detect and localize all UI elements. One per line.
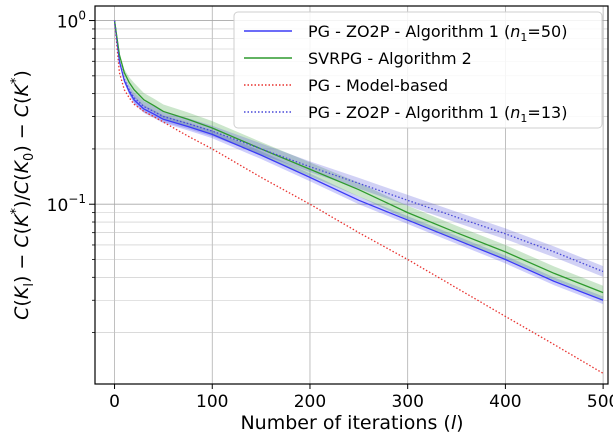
- y-tick-label: 10−1: [47, 192, 86, 216]
- x-tick-label: 200: [294, 392, 326, 412]
- series-line: [113, 20, 604, 294]
- y-tick-label: 100: [57, 9, 86, 33]
- legend-box: [233, 11, 603, 129]
- y-axis-label: C(Kl) − C(K*)/C(K0) − C(K*): [9, 70, 37, 320]
- legend-entry: PG - ZO2P - Algorithm 1 (n1=50): [308, 22, 567, 44]
- x-axis-ticks: 0 100 200 300 400 500: [109, 384, 613, 412]
- series-line: [113, 20, 604, 301]
- legend-entry: SVRPG - Algorithm 2: [308, 49, 472, 68]
- legend: PG - ZO2P - Algorithm 1 (n1=50) SVRPG - A…: [233, 11, 603, 129]
- x-tick-label: 400: [489, 392, 521, 412]
- legend-entry: PG - ZO2P - Algorithm 1 (n1=13): [308, 103, 567, 125]
- x-tick-label: 500: [587, 392, 613, 412]
- series-band: [114, 20, 604, 300]
- x-tick-label: 100: [196, 392, 228, 412]
- series-lines: [113, 20, 604, 374]
- series-line: [113, 20, 604, 273]
- legend-entry: PG - Model-based: [308, 76, 448, 95]
- plot-frame: [94, 5, 609, 385]
- y-axis-ticks: 100 10−1: [47, 9, 95, 334]
- x-tick-label: 300: [391, 392, 423, 412]
- series-line: [113, 20, 604, 374]
- x-tick-label: 0: [109, 392, 120, 412]
- x-axis-label: Number of iterations (l): [240, 412, 463, 434]
